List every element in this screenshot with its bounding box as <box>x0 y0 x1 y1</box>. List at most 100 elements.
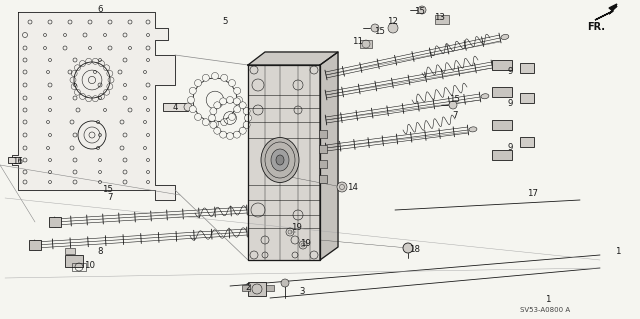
Bar <box>492 150 512 160</box>
Circle shape <box>189 87 196 94</box>
Circle shape <box>227 132 234 139</box>
Bar <box>8 157 20 163</box>
Text: 15: 15 <box>449 95 461 105</box>
Text: 7: 7 <box>108 194 113 203</box>
Polygon shape <box>248 52 338 65</box>
Polygon shape <box>595 4 617 20</box>
Circle shape <box>337 182 347 192</box>
Polygon shape <box>248 65 320 260</box>
Text: 12: 12 <box>387 18 399 26</box>
Bar <box>49 217 61 227</box>
Circle shape <box>220 131 227 138</box>
Text: 9: 9 <box>508 68 513 77</box>
Text: 8: 8 <box>97 248 103 256</box>
Circle shape <box>211 72 218 79</box>
Circle shape <box>195 114 202 121</box>
Bar <box>248 282 266 296</box>
Text: 19: 19 <box>291 222 301 232</box>
Bar <box>435 15 449 24</box>
Text: 18: 18 <box>410 246 420 255</box>
Bar <box>520 93 534 103</box>
Bar <box>492 120 512 130</box>
Text: 16: 16 <box>13 158 24 167</box>
Circle shape <box>239 102 246 109</box>
Bar <box>65 248 75 254</box>
Bar <box>319 130 327 138</box>
Bar <box>319 175 327 183</box>
Circle shape <box>239 127 246 134</box>
Bar <box>242 285 250 291</box>
Text: 5: 5 <box>222 18 228 26</box>
Circle shape <box>418 6 426 14</box>
Circle shape <box>214 102 221 109</box>
Circle shape <box>234 106 241 113</box>
Circle shape <box>243 122 250 128</box>
Circle shape <box>244 115 252 122</box>
Bar <box>266 285 274 291</box>
Text: 2: 2 <box>245 283 251 292</box>
Circle shape <box>202 119 209 126</box>
Circle shape <box>221 119 228 126</box>
Text: 11: 11 <box>353 38 364 47</box>
Circle shape <box>210 122 217 128</box>
Circle shape <box>227 97 234 103</box>
Circle shape <box>220 98 227 105</box>
Circle shape <box>221 74 228 81</box>
Circle shape <box>234 87 241 94</box>
Text: 1: 1 <box>615 248 621 256</box>
Text: 14: 14 <box>348 183 358 192</box>
Bar <box>492 60 512 70</box>
Circle shape <box>449 101 457 109</box>
Circle shape <box>281 279 289 287</box>
Text: SV53-A0800 A: SV53-A0800 A <box>520 307 570 313</box>
Bar <box>72 263 86 271</box>
Bar <box>492 87 512 97</box>
Text: 6: 6 <box>97 5 103 14</box>
Circle shape <box>236 97 243 103</box>
Circle shape <box>243 108 250 115</box>
Circle shape <box>195 79 202 86</box>
Text: 10: 10 <box>84 261 95 270</box>
Text: 9: 9 <box>508 99 513 108</box>
Ellipse shape <box>469 127 477 132</box>
Text: 4: 4 <box>172 103 178 113</box>
Circle shape <box>403 243 413 253</box>
Bar <box>319 145 327 153</box>
Bar <box>319 160 327 168</box>
Bar <box>360 40 372 48</box>
Text: 19: 19 <box>300 239 310 248</box>
Text: 13: 13 <box>435 12 445 21</box>
Bar <box>65 255 83 267</box>
Ellipse shape <box>493 62 501 67</box>
Text: 9: 9 <box>508 144 513 152</box>
Text: 1: 1 <box>545 294 551 303</box>
Ellipse shape <box>481 94 489 99</box>
Text: 17: 17 <box>527 189 538 197</box>
Text: 15: 15 <box>374 26 385 35</box>
Bar <box>520 63 534 73</box>
Polygon shape <box>12 12 175 200</box>
Text: FR.: FR. <box>587 22 605 32</box>
Circle shape <box>209 115 216 122</box>
Bar <box>163 103 188 111</box>
Circle shape <box>388 23 398 33</box>
Ellipse shape <box>501 34 509 40</box>
Circle shape <box>214 127 221 134</box>
Bar <box>29 240 41 250</box>
Text: 3: 3 <box>300 286 305 295</box>
Ellipse shape <box>261 137 299 182</box>
Text: 15: 15 <box>102 186 113 195</box>
Circle shape <box>184 103 192 111</box>
Text: 7: 7 <box>452 110 458 120</box>
Circle shape <box>371 24 379 32</box>
Ellipse shape <box>271 149 289 171</box>
Circle shape <box>228 114 236 121</box>
Circle shape <box>234 131 241 138</box>
Circle shape <box>189 106 196 113</box>
Circle shape <box>202 74 209 81</box>
Circle shape <box>211 121 218 128</box>
Circle shape <box>234 98 241 105</box>
Bar <box>520 137 534 147</box>
Polygon shape <box>320 52 338 260</box>
Ellipse shape <box>276 155 284 165</box>
